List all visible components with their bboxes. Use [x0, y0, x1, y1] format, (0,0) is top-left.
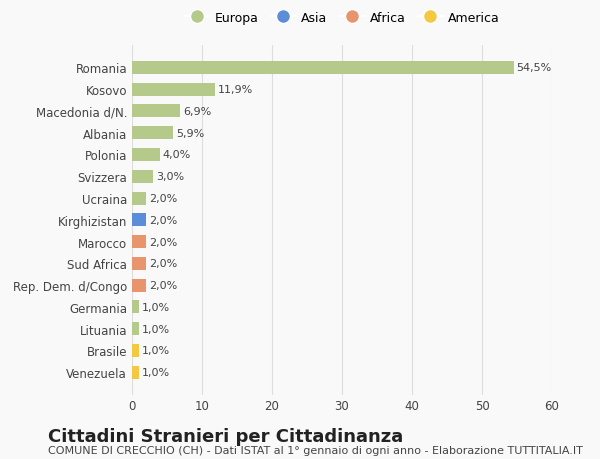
- Text: 2,0%: 2,0%: [149, 259, 177, 269]
- Bar: [132, 366, 139, 379]
- Bar: [132, 62, 514, 75]
- Bar: [132, 322, 139, 336]
- Text: 1,0%: 1,0%: [142, 302, 170, 312]
- Bar: [132, 105, 181, 118]
- Bar: [132, 344, 139, 357]
- Bar: [132, 279, 146, 292]
- Text: 1,0%: 1,0%: [142, 324, 170, 334]
- Text: 4,0%: 4,0%: [163, 150, 191, 160]
- Bar: [132, 235, 146, 249]
- Text: 1,0%: 1,0%: [142, 346, 170, 356]
- Legend: Europa, Asia, Africa, America: Europa, Asia, Africa, America: [179, 7, 505, 30]
- Bar: [132, 192, 146, 205]
- Text: COMUNE DI CRECCHIO (CH) - Dati ISTAT al 1° gennaio di ogni anno - Elaborazione T: COMUNE DI CRECCHIO (CH) - Dati ISTAT al …: [48, 445, 583, 455]
- Text: 2,0%: 2,0%: [149, 215, 177, 225]
- Text: 1,0%: 1,0%: [142, 367, 170, 377]
- Text: 54,5%: 54,5%: [516, 63, 551, 73]
- Bar: [132, 149, 160, 162]
- Text: 2,0%: 2,0%: [149, 237, 177, 247]
- Text: 5,9%: 5,9%: [176, 129, 205, 139]
- Bar: [132, 170, 153, 184]
- Bar: [132, 214, 146, 227]
- Text: 2,0%: 2,0%: [149, 280, 177, 291]
- Text: 2,0%: 2,0%: [149, 194, 177, 204]
- Bar: [132, 257, 146, 270]
- Bar: [132, 84, 215, 96]
- Text: Cittadini Stranieri per Cittadinanza: Cittadini Stranieri per Cittadinanza: [48, 427, 403, 445]
- Bar: [132, 127, 173, 140]
- Text: 6,9%: 6,9%: [183, 107, 211, 117]
- Text: 3,0%: 3,0%: [156, 172, 184, 182]
- Bar: [132, 301, 139, 313]
- Text: 11,9%: 11,9%: [218, 85, 253, 95]
